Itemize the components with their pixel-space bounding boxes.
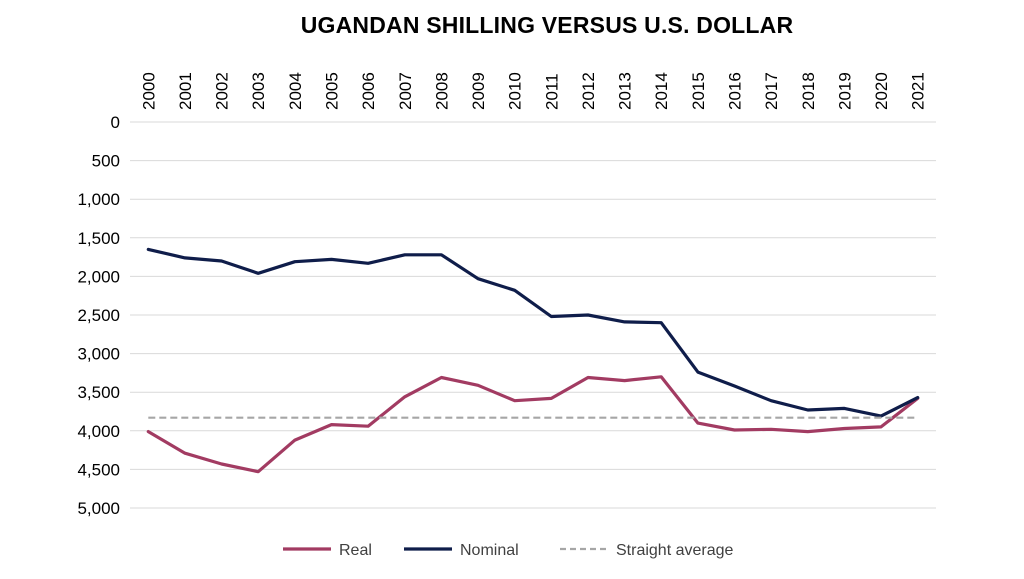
legend-label-nominal: Nominal <box>460 542 519 559</box>
x-axis-labels: 2000 2001 2002 2003 2004 2005 2006 2007 2008 2009… <box>139 72 927 110</box>
y-tick-label: 3,000 <box>77 345 120 364</box>
x-tick-label: 2002 <box>213 72 232 110</box>
y-tick-label: 4,500 <box>77 460 120 479</box>
series-line-real <box>146 375 920 474</box>
x-tick-label: 2011 <box>542 73 561 110</box>
x-tick-label: 2004 <box>286 72 305 110</box>
y-axis-labels: 0 500 1,000 1,500 2,000 2,500 3,000 3,500 4,000 4… <box>77 113 120 518</box>
y-tick-label: 3,500 <box>77 383 120 402</box>
x-tick-label: 2016 <box>726 72 745 110</box>
y-tick-label: 5,000 <box>77 499 120 518</box>
y-tick-label: 1,000 <box>77 190 120 209</box>
x-tick-label: 2021 <box>909 72 928 110</box>
x-tick-label: 2009 <box>469 72 488 110</box>
y-tick-label: 2,500 <box>77 306 120 325</box>
x-tick-label: 2017 <box>762 72 781 110</box>
y-tick-label: 4,000 <box>77 422 120 441</box>
series-line-nominal <box>146 247 920 418</box>
x-tick-label: 2007 <box>396 72 415 110</box>
chart-title: UGANDAN SHILLING VERSUS U.S. DOLLAR <box>300 12 794 38</box>
series-lines <box>146 247 920 474</box>
x-tick-label: 2008 <box>432 72 451 110</box>
x-tick-label: 2019 <box>835 72 854 110</box>
x-tick-label: 2013 <box>616 72 635 110</box>
legend-label-real: Real <box>339 542 372 559</box>
legend: Real Nominal Straight average <box>283 542 734 559</box>
x-tick-label: 2014 <box>652 72 671 110</box>
x-tick-label: 2005 <box>323 72 342 110</box>
x-tick-label: 2001 <box>176 72 195 110</box>
x-tick-label: 2018 <box>799 72 818 110</box>
x-tick-label: 2003 <box>249 72 268 110</box>
gridlines <box>130 121 936 509</box>
y-tick-label: 0 <box>111 113 120 132</box>
x-tick-label: 2000 <box>139 72 158 110</box>
x-tick-label: 2010 <box>506 72 525 110</box>
y-tick-label: 500 <box>92 152 120 171</box>
x-tick-label: 2015 <box>689 72 708 110</box>
y-tick-label: 2,000 <box>77 267 120 286</box>
y-tick-label: 1,500 <box>77 229 120 248</box>
x-tick-label: 2020 <box>872 72 891 110</box>
x-tick-label: 2006 <box>359 72 378 110</box>
x-tick-label: 2012 <box>579 72 598 110</box>
legend-label-straight-average: Straight average <box>616 542 734 559</box>
